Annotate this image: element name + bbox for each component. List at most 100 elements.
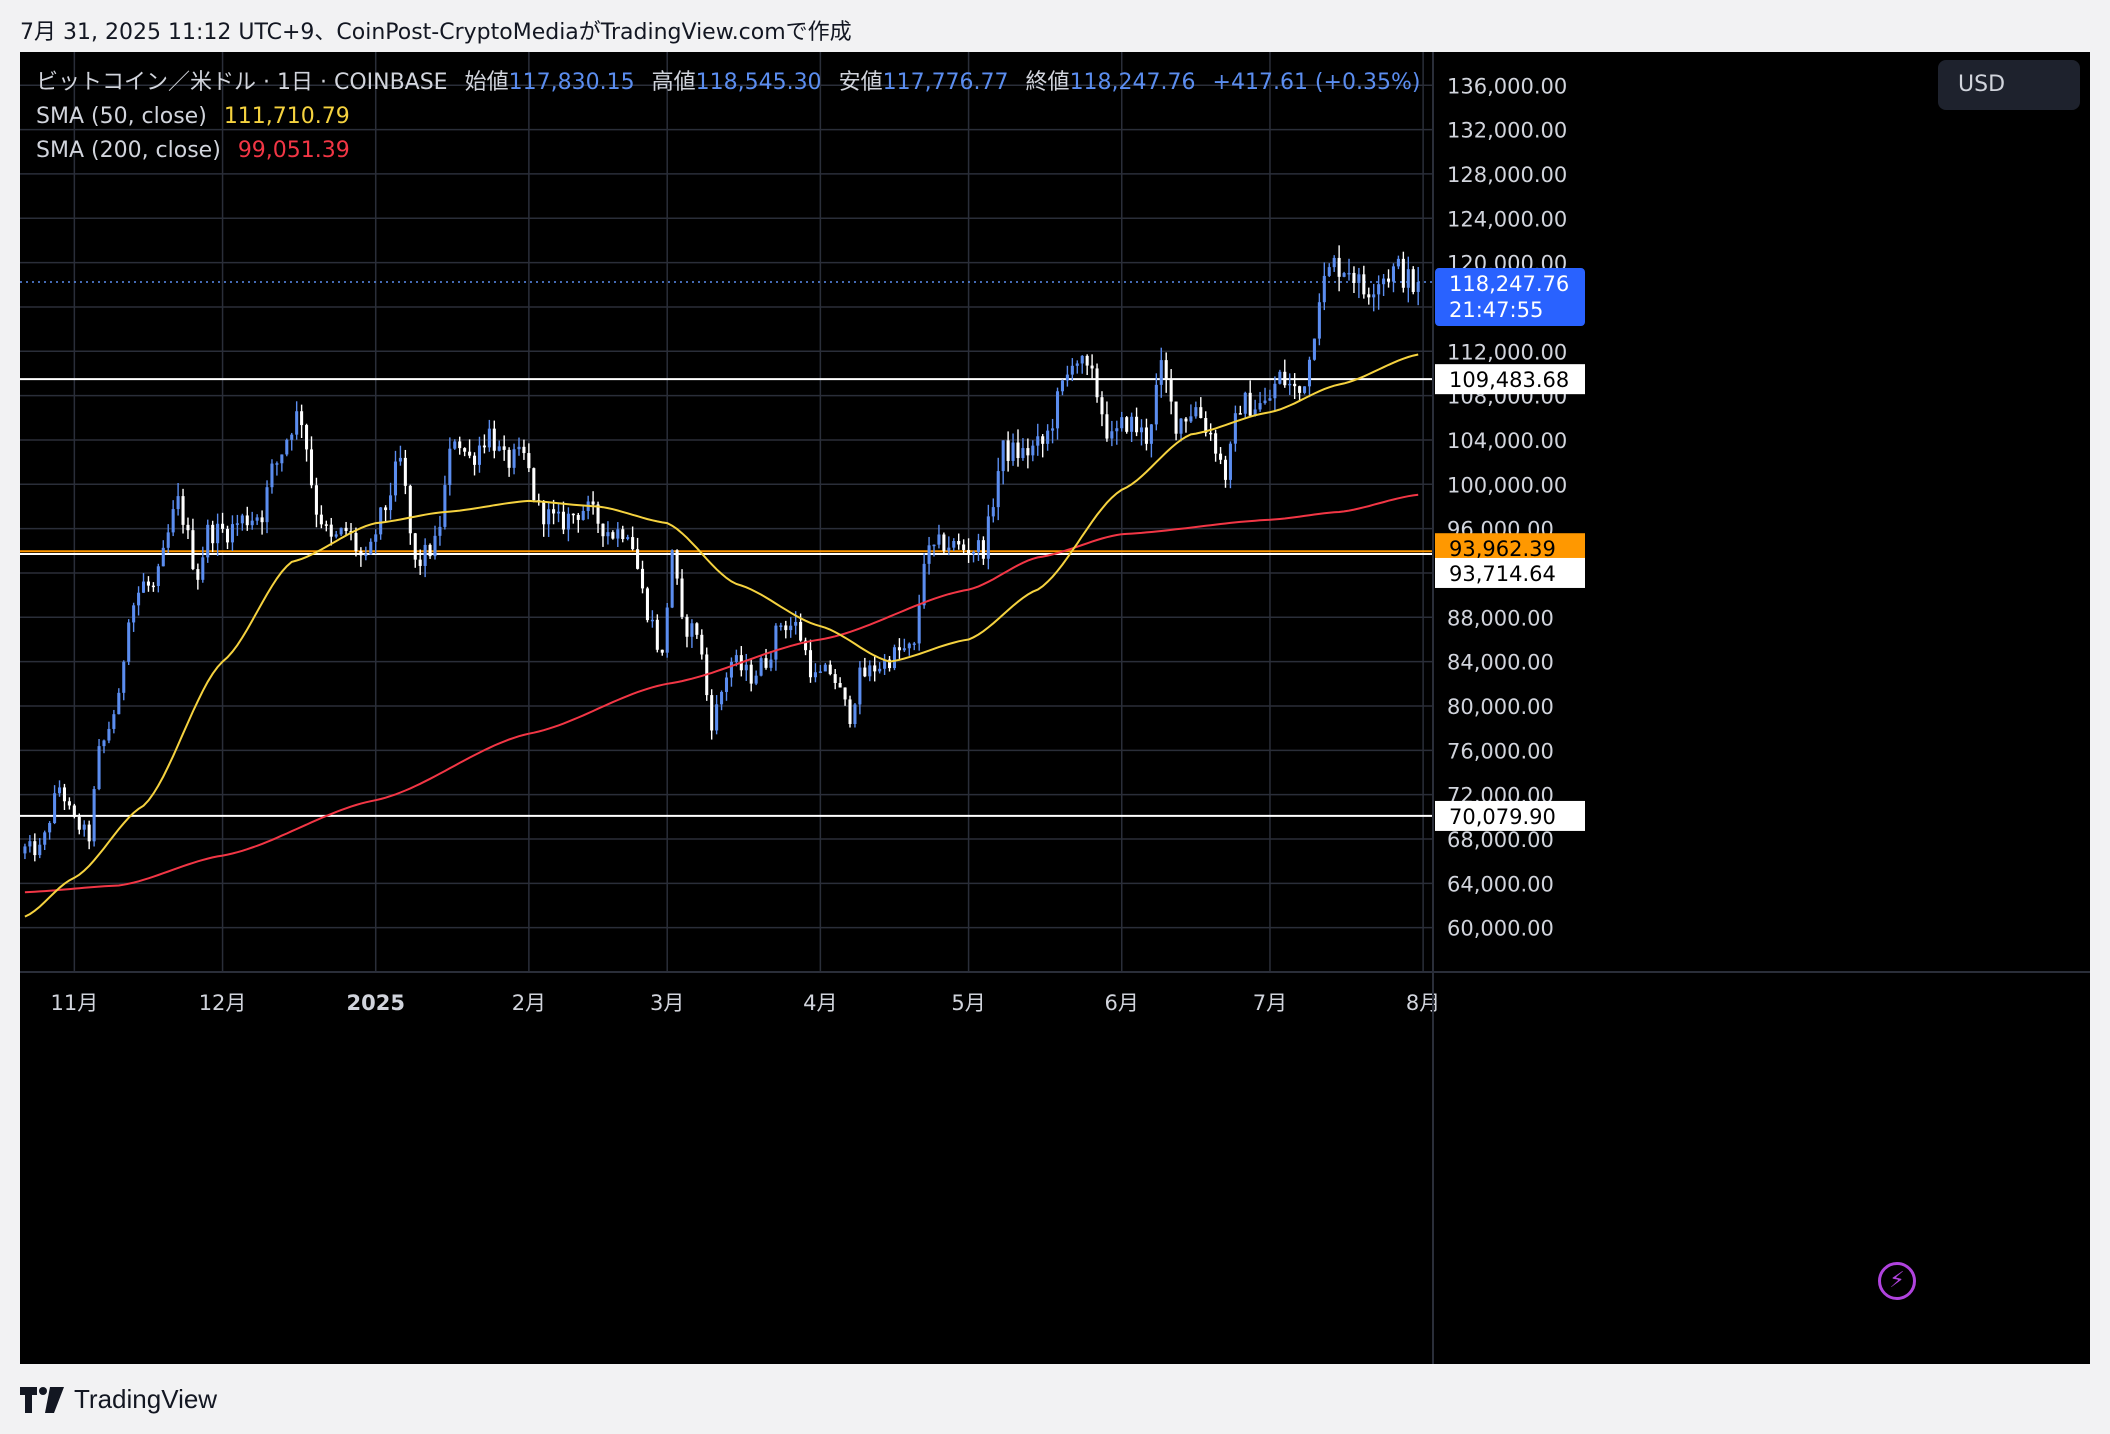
candle-body [690, 623, 694, 637]
candle-body [344, 527, 348, 531]
candle-body [132, 605, 136, 623]
candle-body [502, 446, 506, 450]
candle-body [107, 728, 111, 741]
legend-close: 118,247.76 [1069, 70, 1196, 95]
legend-ohlc-row: ビットコイン／米ドル · 1日 · COINBASE 始値117,830.15 … [36, 66, 1420, 100]
candle-body [161, 547, 165, 567]
candle-body [601, 523, 605, 537]
candle-body [912, 643, 916, 645]
candle-body [176, 496, 180, 510]
candle-body [1046, 430, 1050, 444]
candle-body [967, 549, 971, 554]
candle-body [1051, 428, 1055, 431]
candle-body [290, 434, 294, 440]
moving-averages [24, 353, 1419, 918]
x-tick-label: 2月 [512, 991, 546, 1015]
candle-body [1179, 418, 1183, 434]
candle-body [1026, 448, 1030, 456]
candle-body [700, 634, 704, 655]
candle-body [1149, 424, 1153, 444]
y-tick-label: 124,000.00 [1447, 207, 1567, 231]
candle-body [1169, 379, 1173, 402]
candle-body [463, 448, 467, 452]
legend-high-label: 高値 [651, 70, 696, 95]
candle-body [201, 557, 205, 580]
candle-body [458, 441, 462, 449]
y-tick-label: 112,000.00 [1447, 340, 1567, 364]
candle-body [1041, 436, 1045, 444]
candle-body [1001, 440, 1005, 472]
candle-body [907, 643, 911, 649]
level-label-box [1435, 800, 1585, 831]
candle-body [1303, 386, 1307, 393]
candle-body [196, 569, 200, 580]
price-chart[interactable]: 136,000.00 132,000.00 128,000.00 124,000.00… [20, 52, 2090, 1364]
candle-body [166, 532, 170, 548]
candle-body [1070, 365, 1074, 375]
candle-body [556, 511, 561, 514]
y-tick-label: 80,000.00 [1447, 695, 1554, 719]
level-label-box [1435, 557, 1585, 588]
candle-body [1263, 400, 1267, 404]
candle-body [497, 446, 501, 451]
legend-symbol[interactable]: ビットコイン／米ドル · 1日 · COINBASE [36, 70, 448, 95]
x-tick-label: 6月 [1105, 991, 1139, 1015]
candle-body [482, 445, 486, 448]
candle-body [971, 551, 976, 554]
sma200-line [24, 493, 1419, 894]
countdown-label: 21:47:55 [1449, 298, 1543, 322]
candle-body [734, 655, 738, 662]
candle-body [1307, 359, 1312, 387]
legend-sma50-row[interactable]: SMA (50, close) 111,710.79 [36, 100, 1420, 134]
candle-body [932, 544, 936, 547]
candle-body [868, 665, 872, 677]
candle-body [1268, 398, 1272, 401]
candle-body [146, 581, 150, 586]
candle-body [1332, 257, 1336, 268]
x-tick-label: 8月 [1406, 991, 1440, 1015]
candle-body [112, 714, 116, 729]
footer-brand[interactable]: TradingView [20, 1384, 217, 1415]
candle-body [28, 841, 32, 847]
candle-body [542, 501, 546, 525]
level-label: 93,714.64 [1449, 562, 1556, 586]
y-tick-label: 128,000.00 [1447, 163, 1567, 187]
candle-body [48, 823, 52, 833]
candle-body [1327, 267, 1331, 276]
x-tick-label: 11月 [50, 991, 98, 1015]
candle-body [369, 541, 373, 555]
candle-body [986, 516, 990, 559]
candle-body [1055, 391, 1060, 429]
candle-body [1209, 432, 1213, 435]
candle-body [1154, 384, 1158, 425]
currency-button[interactable]: USD [1938, 60, 2080, 110]
current-price-label: 118,247.76 [1449, 272, 1569, 296]
lightning-icon[interactable]: ⚡ [1878, 1262, 1916, 1300]
tradingview-logo-icon [20, 1386, 64, 1413]
candle-body [976, 540, 981, 552]
candle-body [171, 509, 175, 533]
candle-body [1159, 360, 1163, 385]
candle-body [191, 530, 195, 570]
candle-body [1253, 409, 1257, 416]
legend-sma200-row[interactable]: SMA (200, close) 99,051.39 [36, 134, 1420, 168]
candle-body [1164, 360, 1168, 380]
candle-body [897, 647, 901, 651]
y-tick-label: 100,000.00 [1447, 473, 1567, 497]
candle-body [843, 687, 847, 700]
candle-body [309, 449, 314, 486]
candle-body [833, 674, 837, 683]
candle-body [1080, 355, 1084, 364]
candle-body [1130, 416, 1134, 432]
candle-body [122, 661, 126, 693]
candle-body [305, 425, 309, 450]
candle-body [1367, 294, 1371, 298]
candle-body [695, 623, 699, 635]
candle-body [334, 534, 338, 537]
candle-body [828, 664, 832, 675]
candle-body [1204, 418, 1208, 433]
candle-body [1248, 392, 1252, 416]
level-label: 70,079.90 [1449, 805, 1556, 829]
candle-body [1011, 442, 1015, 461]
candle-body [1214, 433, 1218, 454]
